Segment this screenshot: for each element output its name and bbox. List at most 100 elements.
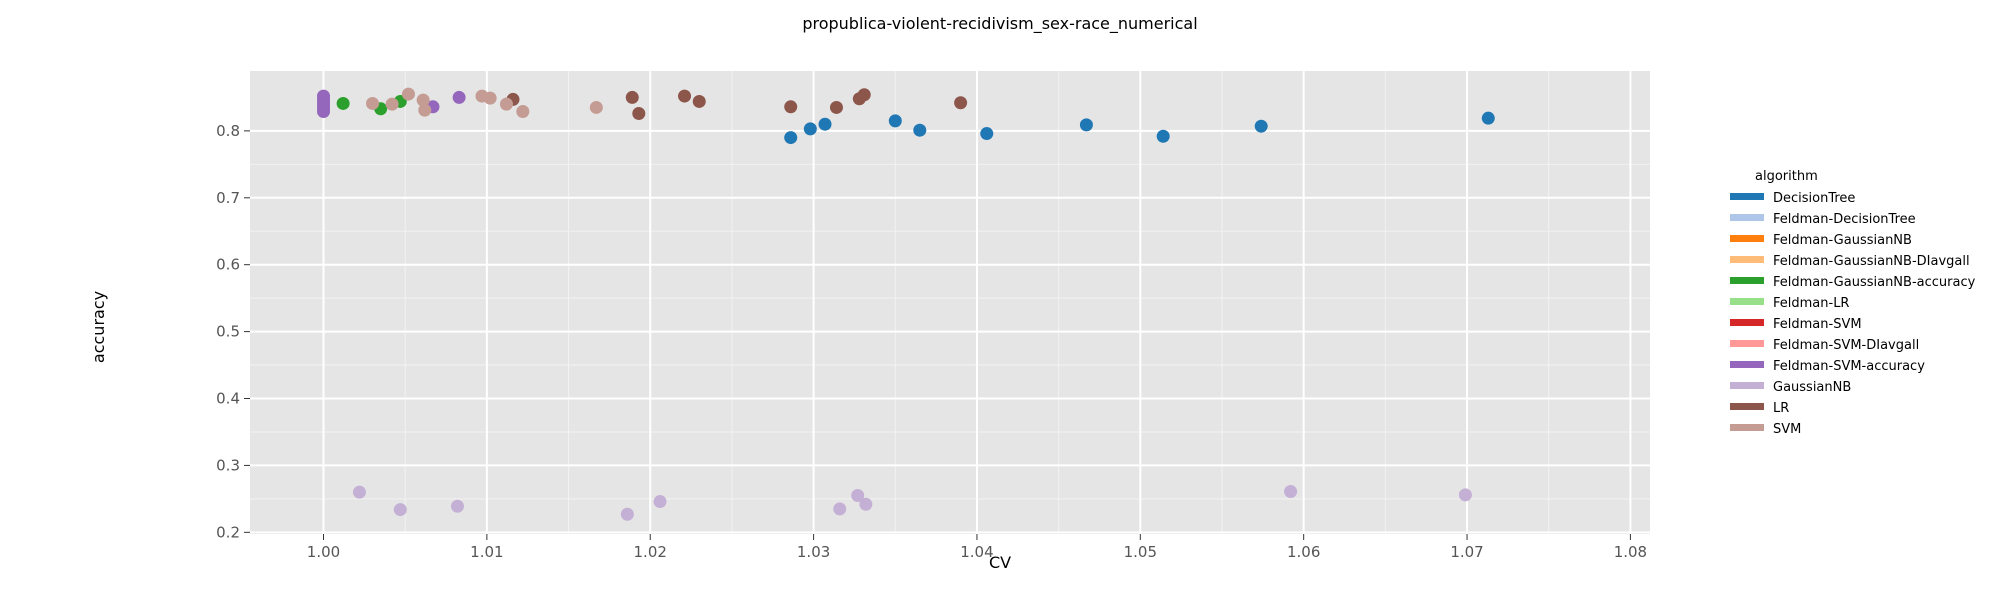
data-point — [450, 499, 464, 513]
legend-label: Feldman-GaussianNB — [1773, 233, 1912, 248]
data-point — [829, 100, 843, 114]
x-axis-ticks: 1.00 1.01 1.02 1.03 1.04 1.05 1.06 1.07 1.08 — [307, 534, 1647, 561]
data-point — [352, 485, 366, 499]
y-tick-label: 0.2 — [216, 523, 240, 541]
y-tick-label: 0.8 — [216, 122, 240, 140]
data-point — [1481, 111, 1495, 125]
legend-item: LR — [1730, 401, 1789, 416]
series-decisiontree — [784, 111, 1495, 145]
data-point — [980, 127, 994, 141]
y-axis-label: accuracy — [89, 291, 108, 363]
legend-item: Feldman-DecisionTree — [1730, 212, 1916, 227]
x-axis-label: CV — [989, 553, 1011, 572]
legend-item: Feldman-LR — [1730, 296, 1849, 311]
legend-label: Feldman-GaussianNB-DIavgall — [1773, 254, 1970, 269]
legend-label: Feldman-SVM — [1773, 317, 1862, 332]
data-point — [851, 489, 865, 503]
legend-label: Feldman-LR — [1773, 296, 1849, 311]
data-point — [1458, 488, 1472, 502]
x-tick-label: 1.07 — [1450, 543, 1483, 561]
data-point — [385, 97, 399, 111]
x-tick-label: 1.01 — [470, 543, 503, 561]
data-point — [499, 97, 513, 111]
x-tick-label: 1.04 — [960, 543, 993, 561]
legend-swatch — [1730, 277, 1764, 284]
x-tick-label: 1.06 — [1287, 543, 1320, 561]
data-point — [589, 100, 603, 114]
data-point — [317, 89, 331, 103]
legend-label: Feldman-SVM-DIavgall — [1773, 338, 1919, 353]
minor-gridlines — [250, 71, 1650, 534]
data-point — [620, 507, 634, 521]
y-tick-label: 0.6 — [216, 256, 240, 274]
legend-label: DecisionTree — [1773, 191, 1855, 206]
data-point — [954, 96, 968, 110]
legend-label: Feldman-SVM-accuracy — [1773, 359, 1925, 374]
legend-item: Feldman-SVM — [1730, 317, 1862, 332]
x-tick-label: 1.02 — [634, 543, 667, 561]
data-point — [678, 89, 692, 103]
y-tick-label: 0.4 — [216, 390, 240, 408]
legend-swatch — [1730, 319, 1764, 326]
data-point — [803, 122, 817, 136]
data-point — [1156, 129, 1170, 143]
legend-label: Feldman-GaussianNB-accuracy — [1773, 275, 1976, 290]
legend-item: Feldman-GaussianNB-DIavgall — [1730, 254, 1970, 269]
series-svm — [366, 87, 603, 118]
data-point — [393, 503, 407, 517]
data-point — [1284, 485, 1298, 499]
data-point — [784, 100, 798, 114]
legend-items: DecisionTree Feldman-DecisionTree Feldman-… — [1730, 191, 1976, 437]
legend-swatch — [1730, 214, 1764, 221]
data-point — [1079, 118, 1093, 132]
legend-label: LR — [1773, 401, 1789, 416]
data-point — [516, 104, 530, 118]
data-point — [336, 96, 350, 110]
major-gridlines — [250, 71, 1650, 534]
data-point — [859, 497, 873, 511]
data-point — [625, 90, 639, 104]
x-tick-label: 1.05 — [1124, 543, 1157, 561]
legend-item: Feldman-SVM-accuracy — [1730, 359, 1925, 374]
legend-swatch — [1730, 193, 1764, 200]
data-point — [483, 91, 497, 105]
legend-swatch — [1730, 340, 1764, 347]
data-point — [888, 114, 902, 128]
y-tick-label: 0.5 — [216, 323, 240, 341]
legend-label: SVM — [1773, 422, 1801, 437]
data-point — [401, 87, 415, 101]
data-point — [818, 117, 832, 131]
legend-item: Feldman-SVM-DIavgall — [1730, 338, 1919, 353]
legend-swatch — [1730, 382, 1764, 389]
data-point — [857, 88, 871, 102]
legend-item: Feldman-GaussianNB-accuracy — [1730, 275, 1976, 290]
data-point — [913, 123, 927, 137]
data-point — [366, 96, 380, 110]
legend-swatch — [1730, 424, 1764, 431]
legend-swatch — [1730, 403, 1764, 410]
series-gaussiannb — [352, 485, 1472, 521]
x-tick-label: 1.08 — [1614, 543, 1647, 561]
axes: 1.00 1.01 1.02 1.03 1.04 1.05 1.06 1.07 1.08 0.2… — [216, 122, 1647, 561]
legend-item: GaussianNB — [1730, 380, 1851, 395]
data-point — [1254, 119, 1268, 133]
data-point — [692, 94, 706, 108]
x-tick-label: 1.00 — [307, 543, 340, 561]
legend-swatch — [1730, 361, 1764, 368]
data-point — [418, 103, 432, 117]
data-points — [317, 87, 1495, 521]
data-point — [416, 93, 430, 107]
x-tick-label: 1.03 — [797, 543, 830, 561]
legend-label: Feldman-DecisionTree — [1773, 212, 1916, 227]
legend-swatch — [1730, 235, 1764, 242]
chart-title: propublica-violent-recidivism_sex-race_n… — [802, 14, 1197, 34]
legend-label: GaussianNB — [1773, 380, 1851, 395]
series-lr — [506, 88, 968, 120]
legend-item: DecisionTree — [1730, 191, 1855, 206]
legend-swatch — [1730, 256, 1764, 263]
data-point — [833, 502, 847, 516]
data-point — [784, 131, 798, 145]
data-point — [452, 90, 466, 104]
legend-item: SVM — [1730, 422, 1801, 437]
